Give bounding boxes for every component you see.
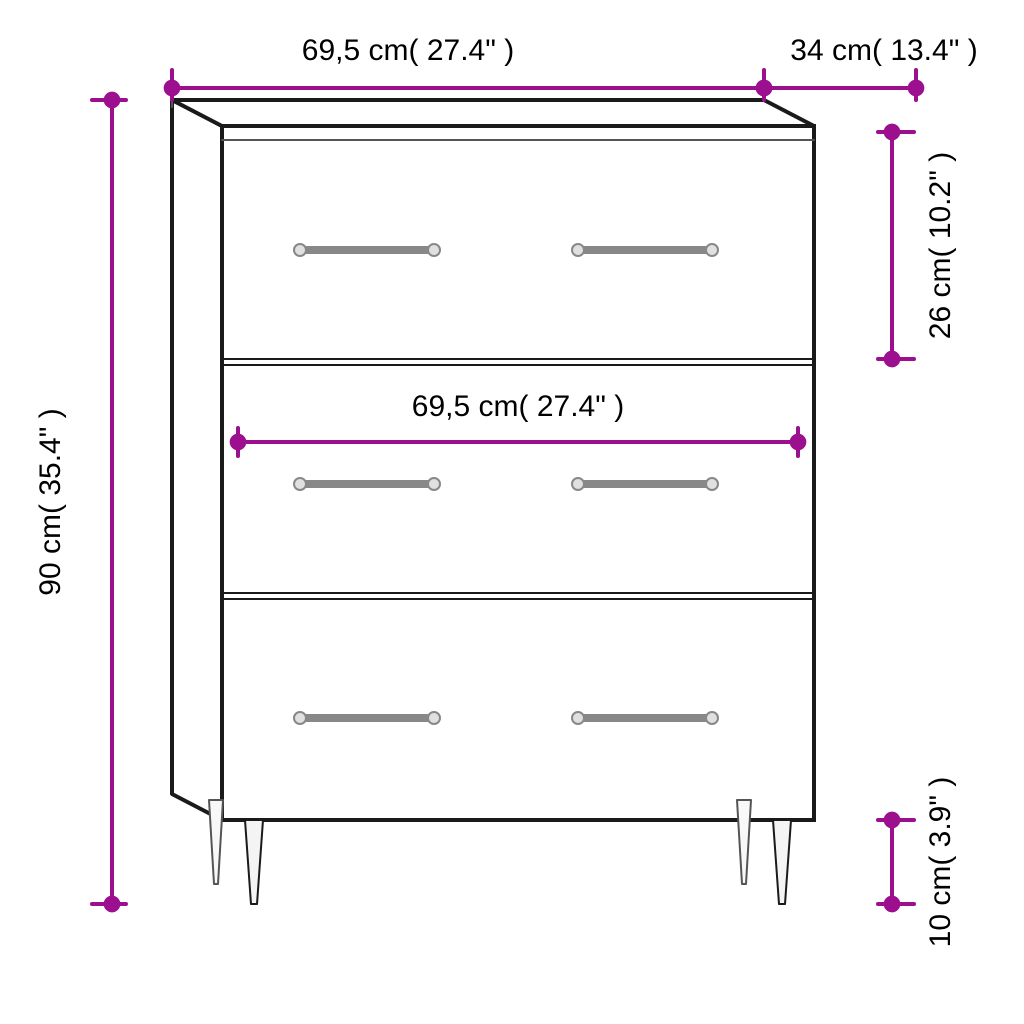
- dim-leg-height-label: 10 cm( 3.9" ): [924, 777, 957, 948]
- dim-leg-height: [878, 820, 914, 904]
- dim-drawer-height-label: 26 cm( 10.2" ): [924, 152, 957, 339]
- dim-top-depth: [764, 70, 916, 100]
- dim-drawer-height: [878, 132, 914, 359]
- dim-top-width-label: 69,5 cm( 27.4" ): [302, 34, 514, 67]
- dim-top-depth-label: 34 cm( 13.4" ): [790, 34, 977, 67]
- dim-mid-width-label: 69,5 cm( 27.4" ): [412, 390, 624, 423]
- dim-top-width: [172, 70, 764, 100]
- dim-total-height-label: 90 cm( 35.4" ): [34, 408, 67, 595]
- dim-total-height: [92, 100, 126, 904]
- cabinet-drawing: [172, 100, 814, 904]
